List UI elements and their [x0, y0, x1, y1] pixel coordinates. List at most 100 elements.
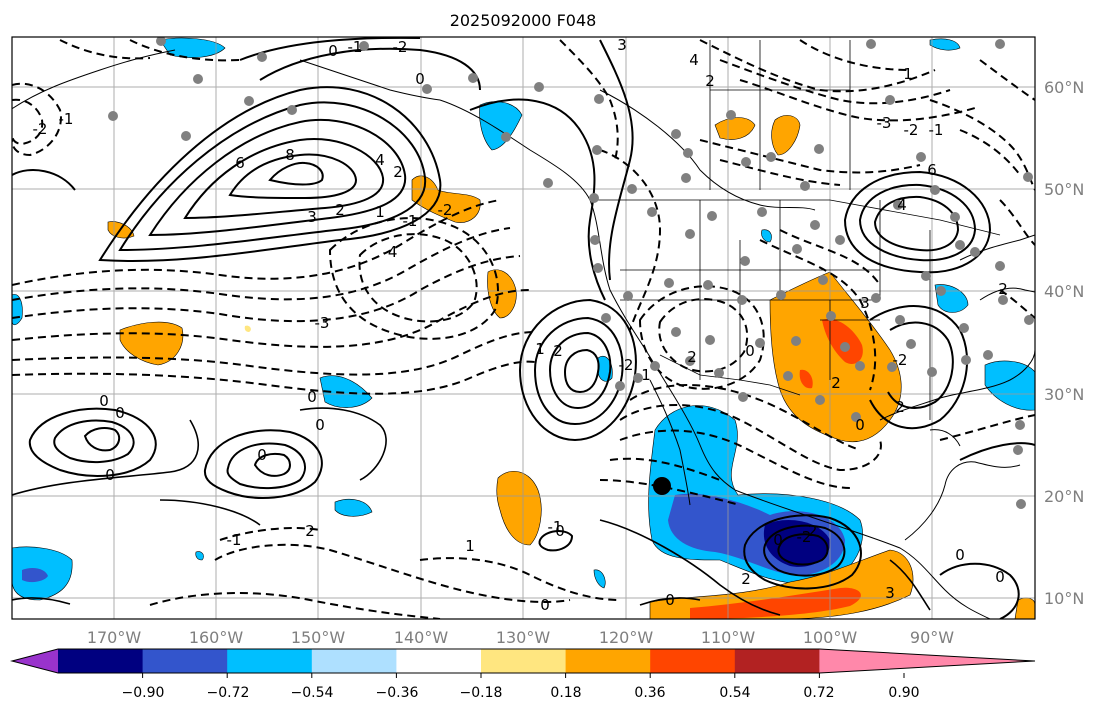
colorbar-tick-label: −0.90 [122, 685, 165, 701]
colorbar-tick-label: 0.36 [634, 685, 665, 701]
contour-label: 3 [617, 36, 627, 54]
contour-label: 2 [553, 342, 563, 360]
positive-anomaly-core [799, 369, 813, 389]
colorbar-tick-label: 0.72 [803, 685, 834, 701]
colorbar-segment [58, 649, 144, 673]
contour-label: 0 [540, 596, 550, 614]
contour-label: -2 [803, 522, 818, 540]
figure-title: 2025092000 F048 [450, 11, 597, 30]
lat-label: 10°N [1044, 589, 1084, 608]
negative-anomaly-area [334, 499, 373, 517]
positive-anomaly-core [690, 587, 861, 619]
contour-label: 6 [927, 161, 937, 179]
contour-label: -1 [227, 531, 242, 549]
contour-label: 2 [305, 522, 315, 540]
colorbar-segment [142, 649, 228, 673]
positive-anomaly-area [244, 325, 251, 332]
contour-label: 0 [855, 416, 865, 434]
colorbar-outline [10, 648, 1036, 674]
positive-contours [12, 37, 1035, 619]
contour-label: -2 [797, 528, 812, 546]
contour-label: 4 [689, 51, 699, 69]
contour-label: 3 [307, 208, 317, 226]
contour-label: -2 [904, 121, 919, 139]
lat-label: 30°N [1044, 385, 1084, 404]
contour-label: -1 [59, 110, 74, 128]
contour-label: -2 [893, 351, 908, 369]
lon-label: 170°W [87, 628, 142, 647]
contour-label: 2 [393, 163, 403, 181]
colorbar-tick-labels: −0.90 −0.72 −0.54 −0.36 −0.18 0.18 0.36 … [122, 685, 920, 701]
contour-label: 3 [885, 584, 895, 602]
contour-label: 0 [745, 342, 755, 360]
colorbar-tick-label: 0.18 [550, 685, 581, 701]
colorbar-tick-label: −0.36 [376, 685, 419, 701]
lon-label: 100°W [803, 628, 858, 647]
contour-label: -2 [393, 38, 408, 56]
longitude-labels: 170°W 160°W 150°W 140°W 130°W 120°W 110°… [87, 628, 954, 647]
colorbar-extend-low [12, 649, 58, 673]
contour-label: -3 [315, 314, 330, 332]
contour-label: -2 [33, 120, 48, 138]
colorbar-segment [650, 649, 736, 673]
contour-label: 2 [741, 570, 751, 588]
negative-contours [12, 39, 1035, 619]
latitude-labels: 60°N 50°N 40°N 30°N 20°N 10°N [1044, 78, 1084, 608]
contour-label: 1 [375, 203, 385, 221]
colorbar-tick-label: −0.54 [291, 685, 334, 701]
colorbar-segment [227, 649, 313, 673]
lon-label: 150°W [291, 628, 346, 647]
contour-label: -1 [929, 121, 944, 139]
contour-label: 1 [535, 340, 545, 358]
colorbar-segment [311, 649, 397, 673]
contour-label: 0 [105, 466, 115, 484]
map-frame [11, 36, 1036, 620]
contour-label: 0 [257, 446, 267, 464]
gridlines [12, 37, 1035, 619]
colorbar-segment [481, 649, 567, 673]
lat-label: 20°N [1044, 487, 1084, 506]
contour-label: 0 [315, 416, 325, 434]
positive-anomaly-area [496, 470, 542, 546]
colorbar-segment [565, 649, 651, 673]
contour-label: 2 [895, 398, 905, 416]
colorbar-tick-label: −0.72 [207, 685, 250, 701]
contour-label: 1 [903, 65, 913, 83]
contour-label: -1 [348, 38, 363, 56]
lat-label: 50°N [1044, 180, 1084, 199]
contour-label: 2 [831, 374, 841, 392]
contour-label: 0 [955, 546, 965, 564]
contour-label: -2 [438, 201, 453, 219]
negative-anomaly-area [593, 569, 606, 589]
negative-anomaly-area [929, 38, 961, 51]
lon-label: 130°W [496, 628, 551, 647]
lat-label: 40°N [1044, 282, 1084, 301]
contour-label: -1 [403, 212, 418, 230]
positive-anomaly-area [1014, 597, 1035, 619]
contour-label: 0 [555, 522, 565, 540]
colorbar-segment [734, 649, 820, 673]
colorbar-tick-label: −0.18 [460, 685, 503, 701]
contour-label: 0 [115, 404, 125, 422]
lat-label: 60°N [1044, 78, 1084, 97]
positive-anomaly-core [822, 319, 863, 365]
positive-anomaly-area [411, 175, 481, 223]
contour-label: 8 [285, 146, 295, 164]
contour-label: 4 [897, 196, 907, 214]
lon-label: 90°W [910, 628, 954, 647]
lon-label: 140°W [394, 628, 449, 647]
lon-label: 110°W [701, 628, 756, 647]
contour-label: -2 [619, 356, 634, 374]
colorbar-segment [396, 649, 482, 673]
contour-label: -3 [877, 114, 892, 132]
contour-label: 0 [307, 388, 317, 406]
contour-label: 1 [641, 366, 651, 384]
contour-label: 1 [465, 537, 475, 555]
contour-label: 0 [328, 42, 338, 60]
negative-anomaly-area [195, 551, 204, 561]
contour-label: 0 [415, 70, 425, 88]
contour-label: 6 [235, 154, 245, 172]
contour-label: 2 [998, 280, 1008, 298]
